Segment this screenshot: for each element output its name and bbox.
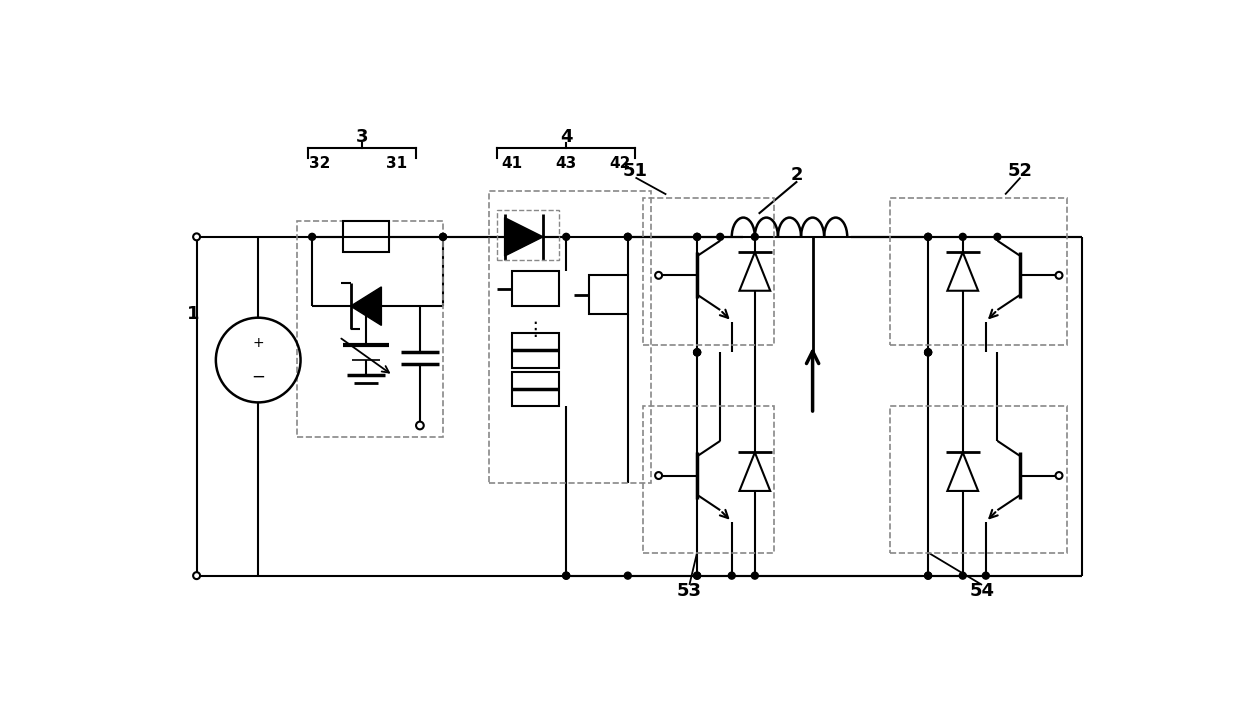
Bar bbox=[644, 406, 774, 553]
Circle shape bbox=[693, 572, 701, 579]
Circle shape bbox=[925, 233, 931, 241]
Circle shape bbox=[624, 233, 631, 241]
Bar bbox=[512, 372, 558, 406]
Circle shape bbox=[925, 349, 931, 356]
Circle shape bbox=[655, 272, 662, 279]
Text: 43: 43 bbox=[556, 156, 577, 171]
Circle shape bbox=[417, 422, 424, 430]
Circle shape bbox=[751, 572, 759, 579]
Circle shape bbox=[1055, 472, 1063, 479]
Circle shape bbox=[193, 233, 200, 241]
Text: 41: 41 bbox=[502, 156, 523, 171]
Bar bbox=[889, 406, 1066, 553]
Circle shape bbox=[309, 233, 315, 241]
Polygon shape bbox=[351, 287, 382, 325]
Circle shape bbox=[563, 572, 569, 579]
Circle shape bbox=[751, 233, 759, 241]
Circle shape bbox=[563, 572, 569, 579]
Circle shape bbox=[925, 233, 931, 241]
Text: 31: 31 bbox=[386, 156, 408, 171]
Circle shape bbox=[1055, 272, 1063, 279]
Circle shape bbox=[994, 233, 1001, 241]
Text: 3: 3 bbox=[356, 127, 368, 146]
Bar bbox=[296, 221, 443, 437]
Circle shape bbox=[655, 472, 662, 479]
Text: 2: 2 bbox=[791, 166, 804, 184]
Circle shape bbox=[693, 349, 701, 356]
Text: ⋮: ⋮ bbox=[526, 320, 546, 339]
Circle shape bbox=[925, 349, 931, 356]
Text: 52: 52 bbox=[1008, 163, 1033, 180]
Text: +: + bbox=[253, 336, 264, 350]
Circle shape bbox=[693, 349, 701, 356]
Polygon shape bbox=[505, 218, 543, 256]
Circle shape bbox=[693, 349, 701, 356]
Circle shape bbox=[925, 572, 931, 579]
Circle shape bbox=[693, 572, 701, 579]
Circle shape bbox=[439, 233, 446, 241]
Text: 1: 1 bbox=[186, 305, 198, 323]
Circle shape bbox=[624, 572, 631, 579]
Text: 51: 51 bbox=[622, 163, 649, 180]
Circle shape bbox=[925, 572, 931, 579]
Circle shape bbox=[193, 572, 200, 579]
Circle shape bbox=[960, 572, 966, 579]
Bar bbox=[497, 210, 558, 260]
Text: 42: 42 bbox=[609, 156, 631, 171]
Bar bbox=[889, 198, 1066, 344]
Text: 4: 4 bbox=[560, 127, 573, 146]
Bar bbox=[490, 190, 651, 483]
Circle shape bbox=[728, 572, 735, 579]
Bar bbox=[512, 271, 558, 306]
Bar bbox=[589, 276, 627, 314]
Text: 54: 54 bbox=[970, 582, 994, 600]
Bar bbox=[512, 333, 558, 368]
Bar bbox=[644, 198, 774, 344]
Circle shape bbox=[982, 572, 990, 579]
Text: 53: 53 bbox=[677, 582, 702, 600]
Circle shape bbox=[693, 233, 701, 241]
Circle shape bbox=[925, 349, 931, 356]
Text: −: − bbox=[252, 368, 265, 386]
Text: 32: 32 bbox=[309, 156, 331, 171]
Circle shape bbox=[693, 233, 701, 241]
Circle shape bbox=[563, 233, 569, 241]
Bar bbox=[343, 221, 389, 252]
Circle shape bbox=[717, 233, 724, 241]
Circle shape bbox=[439, 233, 446, 241]
Circle shape bbox=[960, 233, 966, 241]
Circle shape bbox=[624, 233, 631, 241]
